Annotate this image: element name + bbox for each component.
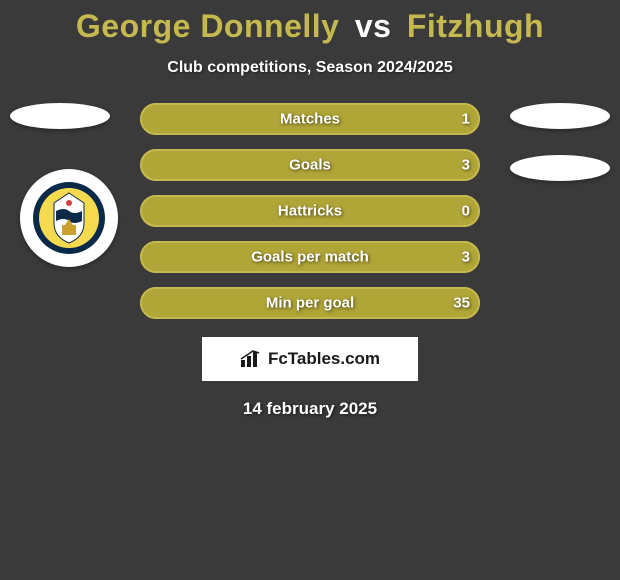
bar-chart-icon xyxy=(240,350,262,368)
footer-brand-box: FcTables.com xyxy=(202,337,418,381)
player1-name: George Donnelly xyxy=(76,8,340,44)
stat-row-goals-per-match: Goals per match 3 xyxy=(140,241,480,273)
subtitle: Club competitions, Season 2024/2025 xyxy=(0,59,620,77)
stat-bars: Matches 1 Goals 3 Hattricks 0 Goals per … xyxy=(140,103,480,319)
stat-value-right: 1 xyxy=(462,111,470,128)
comparison-title: George Donnelly vs Fitzhugh xyxy=(0,0,620,45)
stat-row-min-per-goal: Min per goal 35 xyxy=(140,287,480,319)
stats-container: Matches 1 Goals 3 Hattricks 0 Goals per … xyxy=(0,103,620,319)
stat-label: Goals xyxy=(289,157,331,174)
stat-row-matches: Matches 1 xyxy=(140,103,480,135)
stat-label: Goals per match xyxy=(251,249,369,266)
club-crest-icon xyxy=(32,181,106,255)
player1-photo-placeholder xyxy=(10,103,110,129)
date-label: 14 february 2025 xyxy=(0,399,620,419)
stat-row-goals: Goals 3 xyxy=(140,149,480,181)
stat-label: Matches xyxy=(280,111,340,128)
player2-photo-placeholder xyxy=(510,103,610,129)
stat-label: Min per goal xyxy=(266,295,354,312)
stat-value-right: 3 xyxy=(462,249,470,266)
stat-label: Hattricks xyxy=(278,203,342,220)
brand-text: FcTables.com xyxy=(268,349,380,369)
stat-value-right: 3 xyxy=(462,157,470,174)
player2-club-placeholder xyxy=(510,155,610,181)
vs-label: vs xyxy=(355,8,392,44)
player1-club-crest xyxy=(20,169,118,267)
stat-value-right: 0 xyxy=(462,203,470,220)
player2-name: Fitzhugh xyxy=(407,8,544,44)
stat-row-hattricks: Hattricks 0 xyxy=(140,195,480,227)
stat-value-right: 35 xyxy=(453,295,470,312)
